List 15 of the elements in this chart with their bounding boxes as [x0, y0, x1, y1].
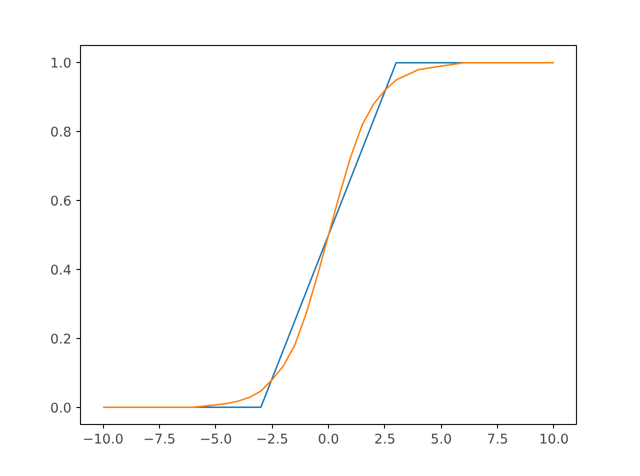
- y-tick-label: 0.4: [50, 263, 72, 278]
- x-tick-label: 10.0: [539, 432, 569, 448]
- x-tick-label: 0.0: [318, 432, 340, 448]
- y-tick-label: 0.8: [50, 126, 72, 141]
- x-tick-label: 7.5: [486, 432, 508, 448]
- x-tick-label: −7.5: [143, 432, 176, 448]
- y-tick-label: 0.6: [50, 194, 72, 210]
- y-tick-label: 0.0: [50, 401, 72, 416]
- y-tick-label: 1.0: [50, 56, 72, 72]
- x-tick-label: 5.0: [430, 432, 452, 448]
- x-tick-label: −5.0: [200, 432, 232, 448]
- x-tick-label: −2.5: [256, 432, 288, 448]
- x-tick-label: 2.5: [374, 432, 396, 448]
- x-tick-label: −10.0: [82, 432, 124, 448]
- y-tick-label: 0.2: [50, 332, 72, 348]
